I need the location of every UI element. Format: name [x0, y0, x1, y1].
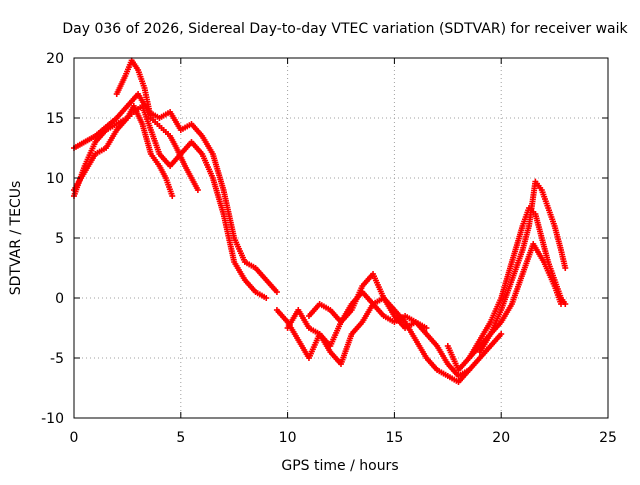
- data-point: [498, 331, 505, 337]
- y-axis-label: SDTVAR / TECUs: [8, 181, 24, 296]
- y-tick-label: -10: [41, 411, 64, 427]
- y-tick-label: 0: [55, 291, 64, 307]
- x-tick-label: 20: [492, 430, 510, 446]
- y-tick-label: -5: [50, 351, 64, 367]
- data-point: [558, 301, 565, 307]
- x-tick-label: 25: [599, 430, 617, 446]
- data-point: [273, 289, 280, 295]
- x-axis-label: GPS time / hours: [281, 458, 398, 474]
- data-point: [263, 295, 270, 301]
- x-tick-label: 15: [385, 430, 403, 446]
- series-track: [71, 91, 280, 295]
- series-track: [305, 289, 430, 331]
- x-tick-label: 0: [70, 430, 79, 446]
- axis-ticks: 0 5 10 15 20 25 -10 -5 0 5 10 15 20: [41, 51, 617, 446]
- y-tick-label: 10: [46, 171, 64, 187]
- x-tick-label: 5: [176, 430, 185, 446]
- y-tick-label: 20: [46, 51, 64, 67]
- data-point: [562, 265, 569, 271]
- series-track: [284, 295, 473, 385]
- y-tick-label: 15: [46, 111, 64, 127]
- series-track: [476, 178, 569, 355]
- series-track: [113, 57, 201, 193]
- data-point: [169, 193, 176, 199]
- series-track: [71, 103, 176, 199]
- data-point: [194, 187, 201, 193]
- data-point: [466, 367, 473, 373]
- x-tick-label: 10: [279, 430, 297, 446]
- y-tick-label: 5: [55, 231, 64, 247]
- chart-title: Day 036 of 2026, Sidereal Day-to-day VTE…: [62, 21, 628, 37]
- data-point: [423, 325, 430, 331]
- data-points: [71, 57, 569, 385]
- series-track: [466, 241, 565, 361]
